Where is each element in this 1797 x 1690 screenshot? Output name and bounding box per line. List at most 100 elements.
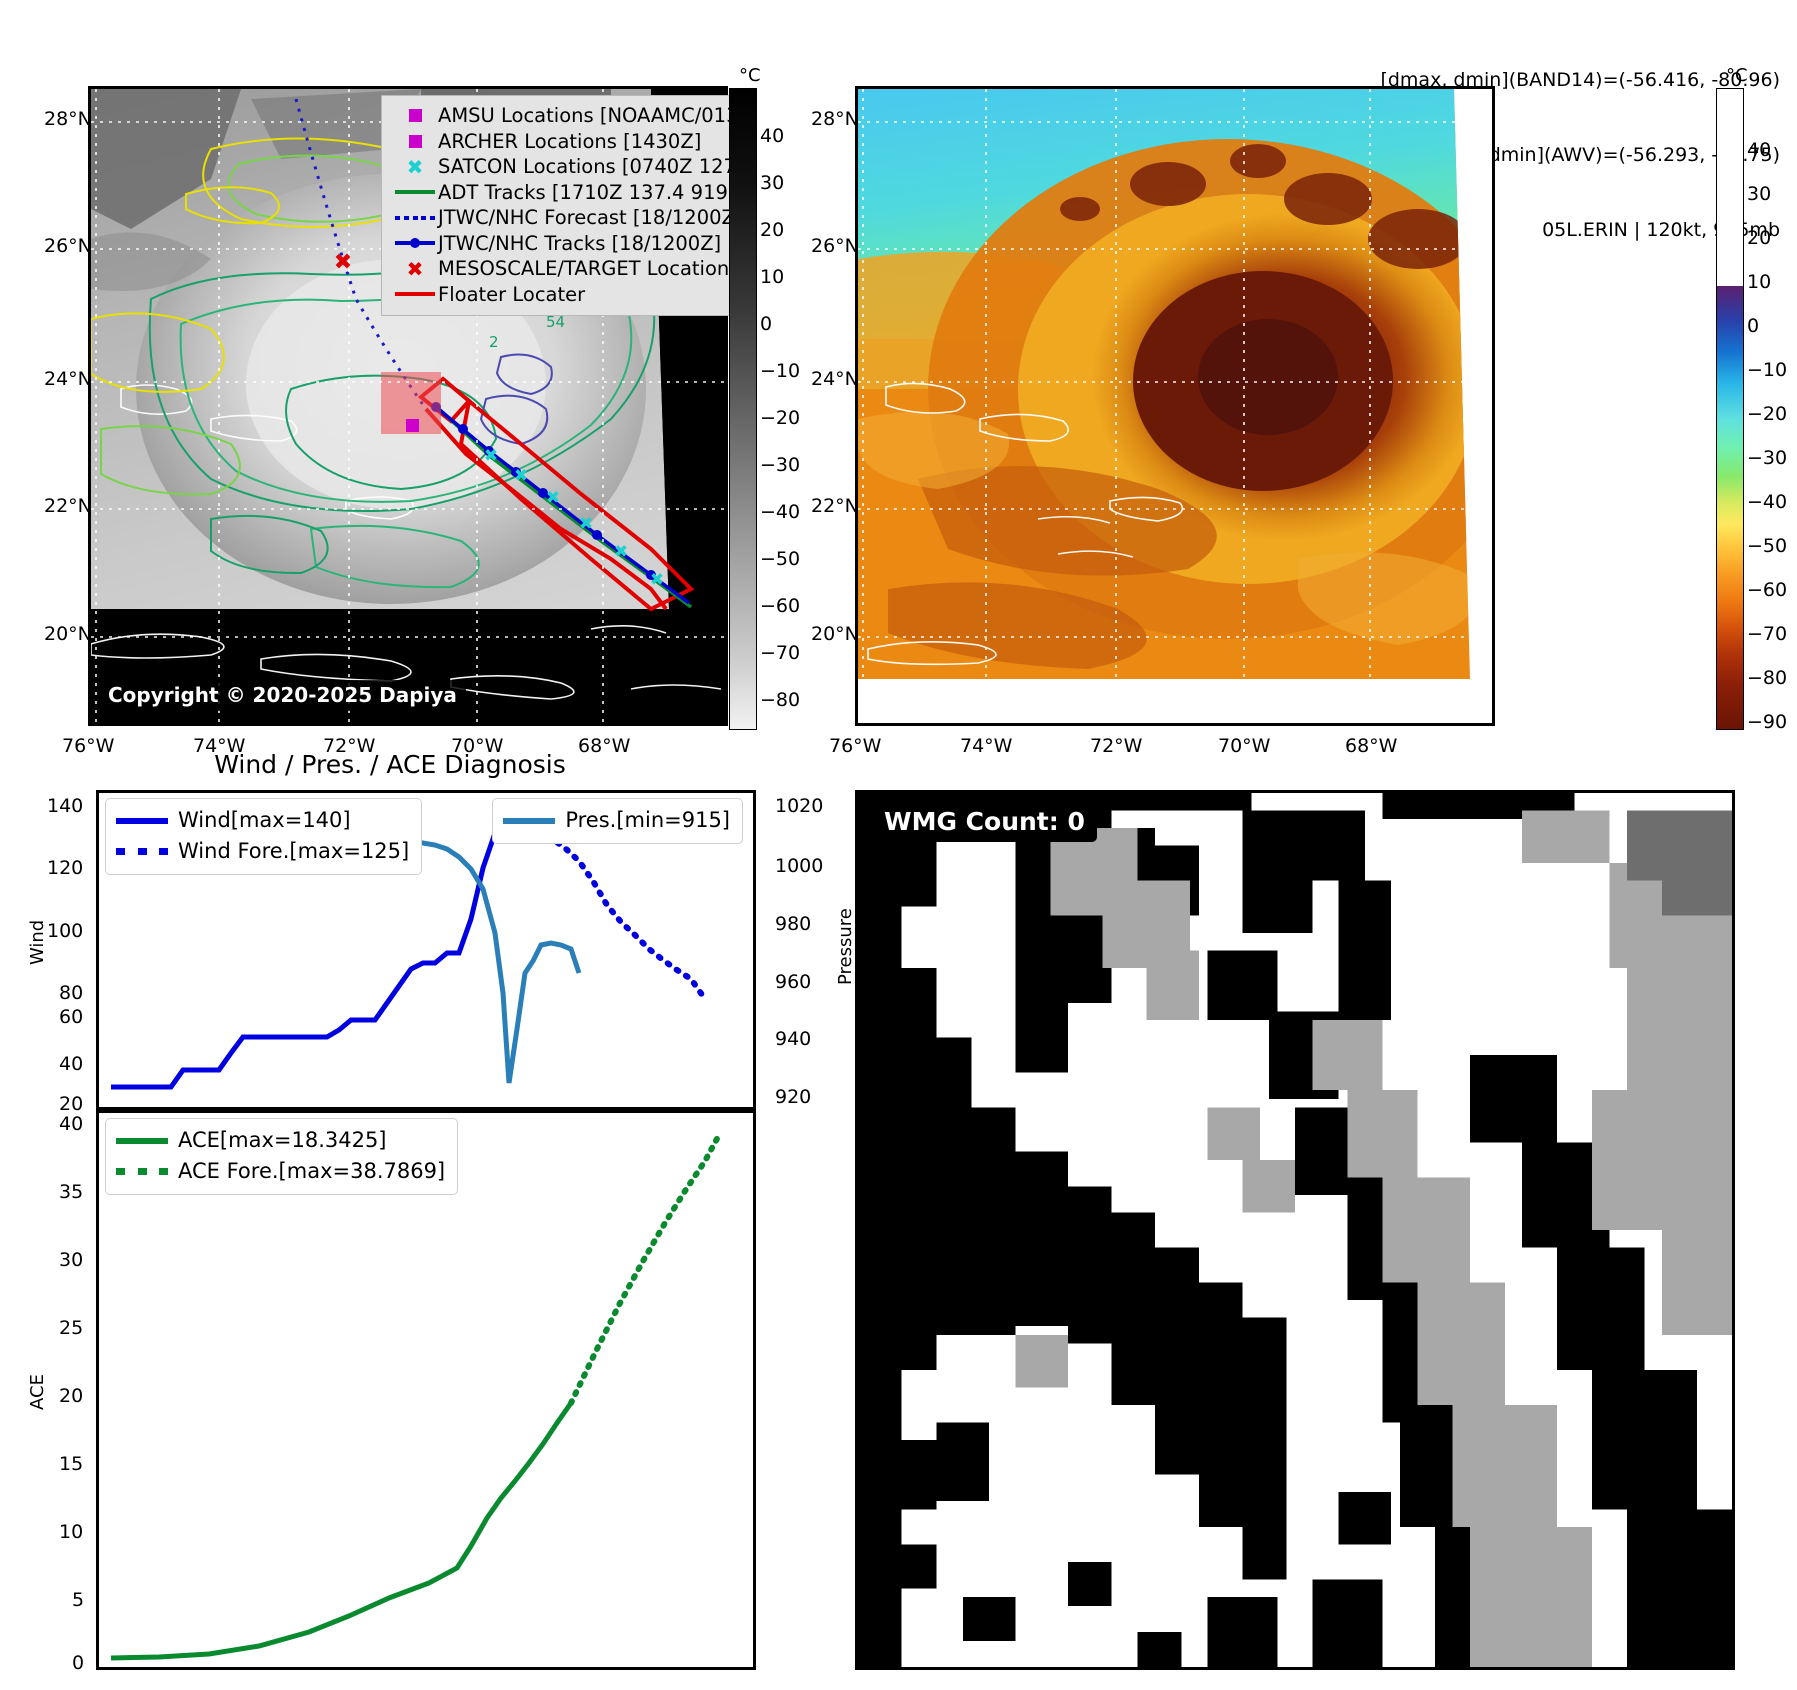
- map-panel-awv[interactable]: [855, 86, 1495, 726]
- legend-item-satcon[interactable]: ✖ SATCON Locations [0740Z 127 927]: [392, 154, 742, 180]
- ace-plot: [110, 1132, 722, 1661]
- ace-chart[interactable]: ACE[max=18.3425] ACE Fore.[max=38.7869]: [96, 1110, 756, 1670]
- wind-series-line: [111, 798, 533, 1090]
- ace-forecast-dotted-icon: [116, 1168, 178, 1175]
- awv-lat-tick-24n: 24°N: [811, 368, 859, 390]
- legend-item-mesoscale[interactable]: ✖ MESOSCALE/TARGET Location: [392, 256, 732, 282]
- mesoscale-target-marker: ✖: [334, 250, 352, 275]
- legend-item-ace[interactable]: ACE[max=18.3425]: [116, 1125, 445, 1156]
- wind-pressure-chart[interactable]: Wind[max=140] Wind Fore.[max=125] Pres.[…: [96, 790, 756, 1110]
- cbl-tick-m30: −30: [760, 454, 801, 476]
- awv-enhanced-imagery: [858, 89, 1492, 723]
- pressure-chart-legend[interactable]: Pres.[min=915]: [492, 798, 743, 844]
- awv-lat-tick-22n: 22°N: [811, 495, 859, 517]
- map-lat-tick-20n: 20°N: [44, 623, 92, 645]
- cbr-tick-20: 20: [1747, 227, 1772, 249]
- wind-ytick-40: 40: [59, 1053, 84, 1075]
- colorbar-left[interactable]: [729, 88, 757, 730]
- wmg-panel[interactable]: WMG Count: 0: [855, 790, 1735, 1670]
- coastlines: [91, 384, 722, 700]
- cbl-tick-10: 10: [760, 266, 785, 288]
- awv-lon-tick-74w: 74°W: [960, 735, 1013, 757]
- map-band14-image: ✖ ✖ ✖ ✖ ✖ ✖ ✖ 54 2: [91, 89, 725, 723]
- cbr-tick-10: 10: [1747, 271, 1772, 293]
- cbr-tick-m80: −80: [1747, 667, 1788, 689]
- cbl-tick-m50: −50: [760, 548, 801, 570]
- legend-item-adt[interactable]: ADT Tracks [1710Z 137.4 919.9]: [392, 180, 742, 206]
- map-lon-tick-72w: 72°W: [323, 735, 376, 757]
- map-lat-tick-28n: 28°N: [44, 108, 92, 130]
- wind-forecast-dotted-icon: [116, 848, 178, 855]
- header-dmax-band14: [dmax, dmin](BAND14)=(-56.416, -80.96): [1380, 69, 1780, 91]
- map-panel-band14[interactable]: ✖ ✖ ✖ ✖ ✖ ✖ ✖ 54 2: [88, 86, 743, 726]
- awv-lon-tick-76w: 76°W: [829, 735, 882, 757]
- wind-ytick-120: 120: [47, 857, 84, 879]
- map-gridlines-awv: [858, 89, 1492, 723]
- legend-item-ace-forecast[interactable]: ACE Fore.[max=38.7869]: [116, 1156, 445, 1187]
- cbr-tick-m10: −10: [1747, 359, 1788, 381]
- legend-item-pressure[interactable]: Pres.[min=915]: [503, 805, 730, 836]
- pres-ytick-980: 980: [775, 913, 812, 935]
- cbl-tick-m20: −20: [760, 407, 801, 429]
- map-lon-tick-68w: 68°W: [578, 735, 631, 757]
- legend-item-wind-forecast[interactable]: Wind Fore.[max=125]: [116, 836, 409, 867]
- legend-label-wind-forecast: Wind Fore.[max=125]: [178, 839, 410, 863]
- copyright-notice: Copyright © 2020-2025 Dapiya: [99, 680, 466, 711]
- pres-ytick-940: 940: [775, 1028, 812, 1050]
- cbl-tick-m60: −60: [760, 595, 801, 617]
- map-lon-tick-76w: 76°W: [62, 735, 115, 757]
- svg-text:✖: ✖: [514, 466, 528, 486]
- colorbar-left-unit: °C: [739, 65, 761, 86]
- legend-label-wind: Wind[max=140]: [178, 808, 351, 832]
- legend-item-amsu[interactable]: AMSU Locations [NOAAMC/0133Z 107 946]: [392, 103, 742, 129]
- cbr-tick-30: 30: [1747, 183, 1772, 205]
- ace-forecast-series-line: [568, 1132, 722, 1406]
- legend-item-tracks[interactable]: JTWC/NHC Tracks [18/1200Z]: [392, 231, 732, 257]
- tracks-line-point-icon: [392, 238, 438, 249]
- wind-ytick-60: 60: [59, 1006, 84, 1028]
- cbr-tick-0: 0: [1747, 315, 1760, 337]
- cbl-tick-0: 0: [760, 313, 773, 335]
- contour-labels: 54 2: [489, 313, 565, 351]
- cbr-tick-40: 40: [1747, 139, 1772, 161]
- cbr-tick-m20: −20: [1747, 403, 1788, 425]
- ace-ytick-35: 35: [59, 1181, 84, 1203]
- cbl-tick-20: 20: [760, 219, 785, 241]
- map-legend[interactable]: AMSU Locations [NOAAMC/0133Z 107 946] AR…: [381, 95, 743, 316]
- cbl-tick-m80: −80: [760, 689, 801, 711]
- ace-line-icon: [116, 1137, 178, 1144]
- chart-title: Wind / Pres. / ACE Diagnosis: [214, 750, 566, 779]
- svg-text:✖: ✖: [484, 446, 498, 466]
- svg-text:✖: ✖: [614, 542, 628, 562]
- colorbar-right-unit: °C: [1726, 65, 1748, 86]
- ace-ytick-5: 5: [72, 1589, 85, 1611]
- wind-ytick-100: 100: [47, 920, 84, 942]
- legend-label-archer: ARCHER Locations [1430Z]: [438, 129, 702, 153]
- ace-ytick-25: 25: [59, 1317, 84, 1339]
- ace-axis-label: ACE: [27, 1374, 48, 1410]
- awv-lon-tick-68w: 68°W: [1345, 735, 1398, 757]
- colorbar-right[interactable]: [1716, 88, 1744, 730]
- amsu-square-icon: [392, 109, 438, 123]
- ace-ytick-30: 30: [59, 1249, 84, 1271]
- wind-ytick-20: 20: [59, 1093, 84, 1115]
- cbl-tick-m70: −70: [760, 642, 801, 664]
- ace-chart-legend[interactable]: ACE[max=18.3425] ACE Fore.[max=38.7869]: [105, 1118, 459, 1195]
- legend-item-archer[interactable]: ARCHER Locations [1430Z]: [392, 129, 732, 155]
- wind-ytick-140: 140: [47, 795, 84, 817]
- svg-text:54: 54: [546, 313, 565, 331]
- legend-item-wind[interactable]: Wind[max=140]: [116, 805, 409, 836]
- pres-ytick-920: 920: [775, 1086, 812, 1108]
- ace-series-line: [110, 1401, 574, 1661]
- legend-item-forecast[interactable]: JTWC/NHC Forecast [18/1200Z]: [392, 205, 742, 231]
- cbl-tick-m40: −40: [760, 501, 801, 523]
- legend-label-tracks: JTWC/NHC Tracks [18/1200Z]: [438, 231, 722, 255]
- ace-ytick-40: 40: [59, 1113, 84, 1135]
- legend-label-ace: ACE[max=18.3425]: [178, 1128, 387, 1152]
- legend-label-ace-forecast: ACE Fore.[max=38.7869]: [178, 1159, 446, 1183]
- map-awv-image: [858, 89, 1492, 723]
- legend-item-floater[interactable]: Floater Locater: [392, 282, 732, 308]
- floater-line-icon: [392, 292, 438, 297]
- legend-label-adt: ADT Tracks [1710Z 137.4 919.9]: [438, 180, 743, 204]
- wind-chart-legend[interactable]: Wind[max=140] Wind Fore.[max=125]: [105, 798, 423, 875]
